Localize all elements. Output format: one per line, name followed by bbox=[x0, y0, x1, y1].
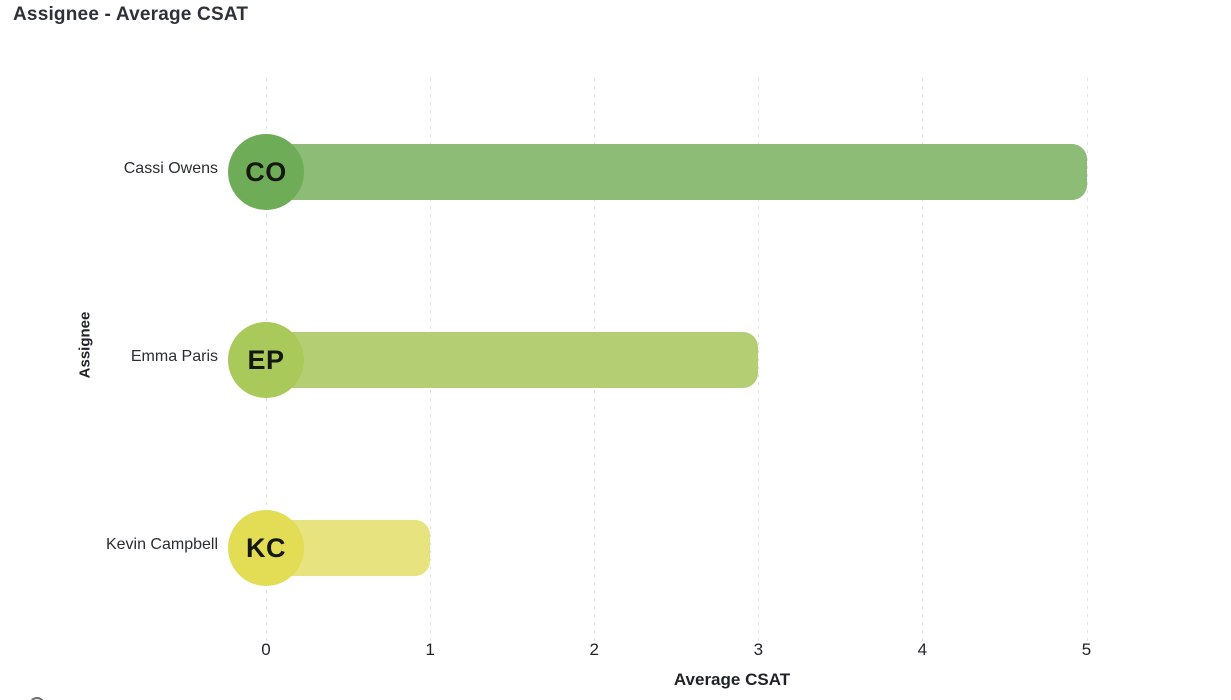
chart-title: Assignee - Average CSAT bbox=[13, 4, 249, 25]
x-axis-title: Average CSAT bbox=[673, 670, 791, 689]
gridline bbox=[1086, 78, 1088, 642]
avatar[interactable]: KC bbox=[228, 510, 304, 586]
avatar[interactable]: CO bbox=[228, 134, 304, 210]
gridline bbox=[922, 78, 924, 642]
x-tick-label: 4 bbox=[917, 640, 928, 659]
x-tick-label: 1 bbox=[425, 640, 435, 659]
gridline bbox=[758, 78, 760, 642]
category-label: Emma Paris bbox=[130, 348, 218, 365]
x-tick-label: 2 bbox=[589, 640, 599, 659]
category-label: Kevin Campbell bbox=[105, 536, 218, 553]
x-tick-label: 3 bbox=[753, 640, 764, 659]
bar[interactable] bbox=[266, 332, 759, 388]
x-tick-label: 0 bbox=[261, 640, 271, 659]
avatar[interactable]: EP bbox=[228, 322, 304, 398]
bar[interactable] bbox=[266, 144, 1087, 200]
y-axis-title: Assignee bbox=[76, 311, 94, 379]
x-tick-label: 5 bbox=[1081, 640, 1092, 659]
category-label: Cassi Owens bbox=[123, 160, 218, 177]
